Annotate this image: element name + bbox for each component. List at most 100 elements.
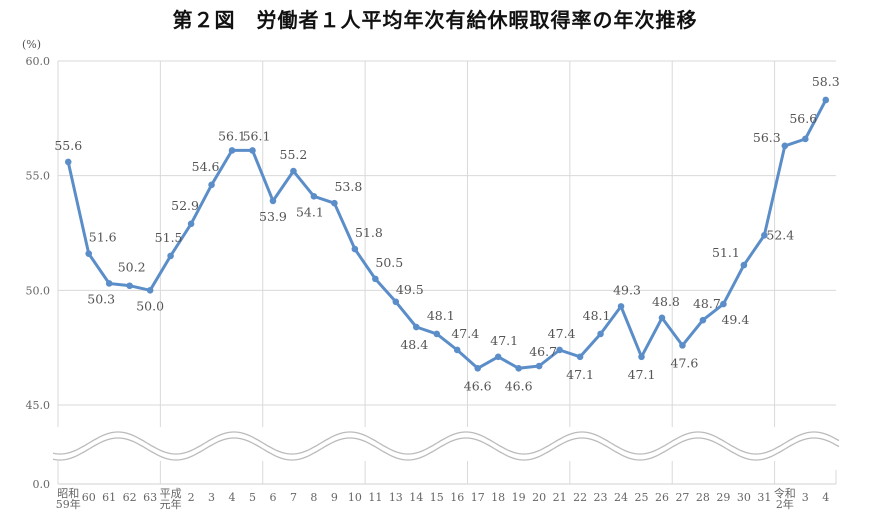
data-point <box>494 353 502 361</box>
axis-break-mask <box>53 427 843 461</box>
x-tick-label: 2年 <box>776 497 794 511</box>
data-point <box>187 220 195 228</box>
data-point <box>249 147 256 154</box>
data-point <box>781 142 789 150</box>
x-tick-label: 25 <box>635 491 649 504</box>
x-tick-label: 3 <box>208 491 215 504</box>
x-tick-label: 8 <box>310 491 317 504</box>
data-point <box>351 245 359 253</box>
data-label: 48.4 <box>400 337 428 352</box>
x-tick-label: 9 <box>331 491 338 504</box>
x-tick-label: 11 <box>368 491 382 504</box>
data-label: 58.3 <box>812 74 840 89</box>
data-point <box>638 353 645 361</box>
axis-break-wave <box>52 431 840 455</box>
x-tick-label: 17 <box>471 491 485 504</box>
x-tick-label: 4 <box>822 491 829 504</box>
data-label: 51.5 <box>155 230 183 245</box>
data-label: 56.1 <box>243 128 271 143</box>
x-tick-label: 2 <box>188 491 195 504</box>
data-label: 47.1 <box>628 367 656 382</box>
data-label: 50.3 <box>87 291 115 306</box>
data-point <box>412 323 420 331</box>
data-label: 49.5 <box>396 282 424 297</box>
data-point <box>801 135 809 143</box>
y-tick-label: 60.0 <box>26 55 51 68</box>
data-label: 48.7 <box>693 296 721 311</box>
data-point <box>699 316 707 324</box>
x-tick-label: 24 <box>614 491 628 504</box>
data-label: 47.4 <box>548 326 576 341</box>
data-point <box>208 181 215 189</box>
data-label: 50.2 <box>118 260 146 275</box>
chart-title: 第２図 労働者１人平均年次有給休暇取得率の年次推移 <box>172 8 698 32</box>
data-point <box>310 193 318 200</box>
x-tick-label: 16 <box>450 491 464 504</box>
data-label: 47.1 <box>490 333 518 348</box>
data-label: 46.7 <box>529 344 557 359</box>
data-point <box>433 330 441 338</box>
x-tick-label: 60 <box>82 491 96 504</box>
data-point <box>617 303 625 310</box>
x-tick-label: 元年 <box>160 497 182 511</box>
data-point <box>761 231 768 239</box>
data-label: 54.1 <box>296 204 324 219</box>
data-point <box>126 282 133 290</box>
data-label: 52.9 <box>171 198 199 213</box>
data-point <box>85 250 93 257</box>
data-label: 50.0 <box>136 298 164 313</box>
x-tick-label: 6 <box>269 491 276 504</box>
x-tick-label: 13 <box>389 491 403 504</box>
x-tick-label: 3 <box>802 491 809 504</box>
x-tick-label: 15 <box>430 491 444 504</box>
data-point <box>331 199 338 207</box>
data-point <box>453 346 461 354</box>
x-tick-label: 昭和 <box>57 487 79 500</box>
x-tick-label: 27 <box>675 491 689 504</box>
x-tick-label: 63 <box>143 491 157 504</box>
data-label: 48.1 <box>427 308 455 323</box>
data-label: 50.5 <box>375 255 403 270</box>
data-point <box>167 252 174 260</box>
data-label: 51.8 <box>355 225 383 240</box>
x-tick-label: 19 <box>512 491 526 504</box>
data-point <box>720 300 727 308</box>
x-tick-label: 平成 <box>160 487 182 500</box>
x-tick-label: 7 <box>290 491 297 504</box>
data-label: 56.1 <box>218 128 246 143</box>
series-line <box>66 99 828 370</box>
y-tick-label: 0.0 <box>33 478 51 491</box>
data-point <box>576 353 584 361</box>
y-tick-label: 50.0 <box>26 284 51 297</box>
data-point <box>64 158 72 166</box>
x-tick-label: 21 <box>553 491 567 504</box>
y-tick-label: 55.0 <box>26 170 51 183</box>
data-label: 51.6 <box>89 230 117 245</box>
data-point <box>679 342 686 349</box>
data-label: 53.9 <box>259 209 287 224</box>
data-label: 56.6 <box>789 111 817 126</box>
data-point <box>474 365 482 372</box>
data-point <box>597 330 604 338</box>
x-tick-label: 14 <box>409 491 423 504</box>
data-label: 47.4 <box>451 326 479 341</box>
data-point <box>535 362 543 370</box>
data-point <box>822 96 830 104</box>
data-label: 49.3 <box>613 282 641 297</box>
x-tick-label: 29 <box>716 491 730 504</box>
data-label: 56.3 <box>753 130 781 145</box>
x-tick-label: 20 <box>532 491 546 504</box>
data-point <box>269 197 277 205</box>
data-label: 48.1 <box>583 308 611 323</box>
data-point <box>740 261 748 269</box>
data-label: 47.6 <box>671 355 699 370</box>
data-point <box>105 280 113 287</box>
data-label: 48.8 <box>652 294 680 309</box>
axis-break-wave <box>52 437 840 461</box>
data-label: 47.1 <box>566 367 594 382</box>
data-label: 54.6 <box>192 159 220 174</box>
data-point <box>515 365 522 372</box>
x-tick-label: 5 <box>249 491 256 504</box>
x-tick-label: 22 <box>573 491 587 504</box>
